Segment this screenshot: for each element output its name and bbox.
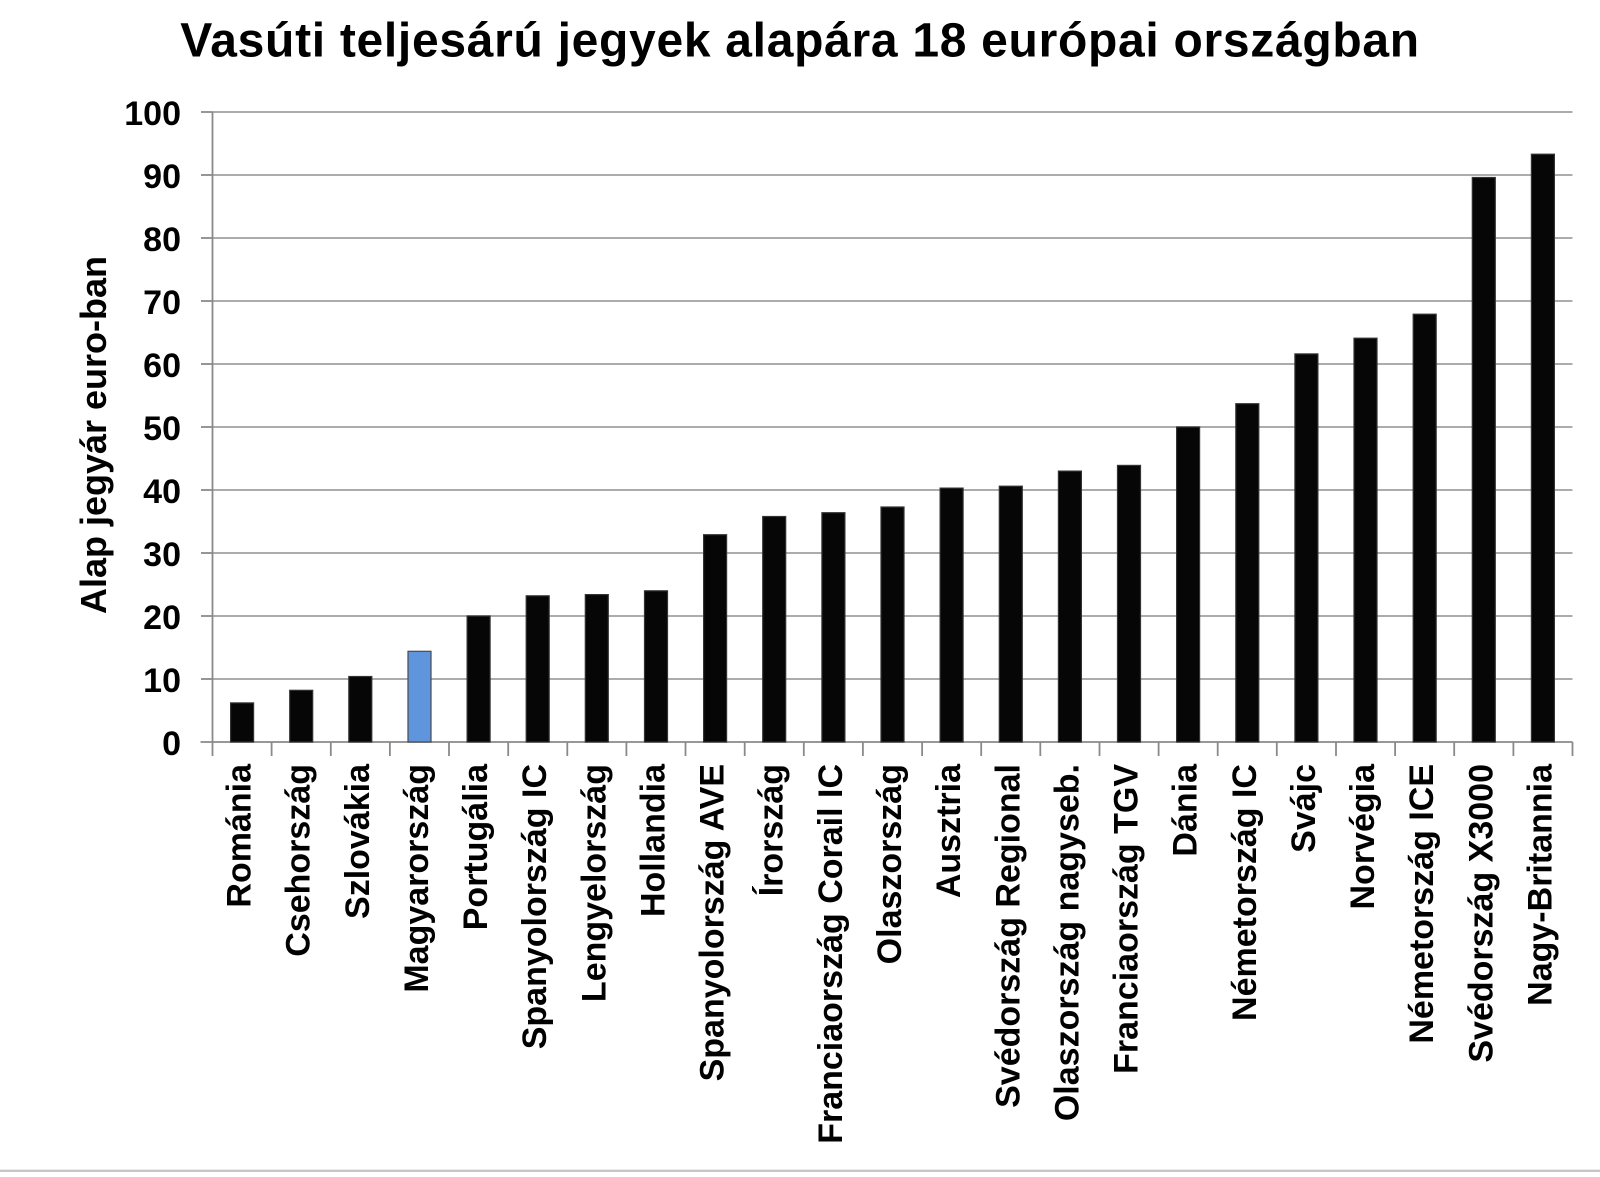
svg-text:Németország ICE: Németország ICE	[1403, 764, 1441, 1044]
svg-text:Lengyelország: Lengyelország	[575, 764, 613, 1002]
svg-text:Svédország Regional: Svédország Regional	[989, 764, 1027, 1108]
svg-text:Spanyolország IC: Spanyolország IC	[516, 764, 554, 1049]
svg-text:Franciaország TGV: Franciaország TGV	[1108, 764, 1146, 1074]
svg-text:50: 50	[143, 410, 181, 448]
svg-text:Norvégia: Norvégia	[1344, 763, 1382, 910]
svg-text:Románia: Románia	[221, 763, 259, 908]
svg-text:90: 90	[143, 158, 181, 196]
svg-text:Alap jegyár euro-ban: Alap jegyár euro-ban	[73, 256, 114, 614]
svg-text:0: 0	[162, 725, 181, 763]
svg-text:Csehország: Csehország	[280, 764, 318, 957]
svg-text:Vasúti teljesárú jegyek alapár: Vasúti teljesárú jegyek alapára 18 európ…	[180, 15, 1420, 68]
svg-text:Spanyolország AVE: Spanyolország AVE	[694, 764, 732, 1081]
svg-text:Olaszország: Olaszország	[871, 764, 909, 964]
svg-text:60: 60	[143, 347, 181, 385]
svg-text:Ausztria: Ausztria	[930, 763, 968, 898]
svg-text:Szlovákia: Szlovákia	[339, 763, 377, 919]
svg-text:Svédország X3000: Svédország X3000	[1462, 764, 1500, 1063]
svg-text:70: 70	[143, 284, 181, 322]
svg-text:30: 30	[143, 536, 181, 574]
svg-text:Svájc: Svájc	[1285, 764, 1323, 853]
svg-text:Hollandia: Hollandia	[635, 763, 673, 917]
svg-text:Magyarország: Magyarország	[398, 764, 436, 993]
svg-text:Franciaország Corail IC: Franciaország Corail IC	[812, 764, 850, 1144]
svg-text:Portugália: Portugália	[457, 763, 495, 930]
svg-text:Dánia: Dánia	[1167, 763, 1205, 857]
svg-text:Olaszország nagyseb.: Olaszország nagyseb.	[1048, 764, 1086, 1121]
svg-text:10: 10	[143, 662, 181, 700]
svg-text:Németország IC: Németország IC	[1226, 764, 1264, 1021]
svg-text:Írország: Írország	[753, 764, 791, 896]
svg-text:100: 100	[124, 95, 181, 133]
svg-text:40: 40	[143, 473, 181, 511]
svg-text:Nagy-Britannia: Nagy-Britannia	[1521, 763, 1559, 1006]
svg-text:80: 80	[143, 221, 181, 259]
svg-text:20: 20	[143, 599, 181, 637]
